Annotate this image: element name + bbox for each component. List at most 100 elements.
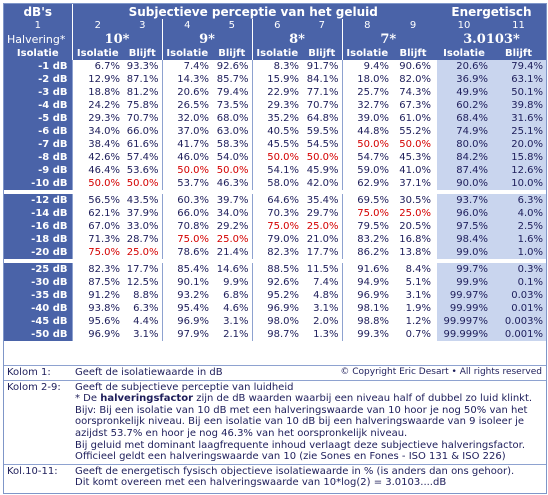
energetic-isolatie-cell: 20.6% xyxy=(437,60,491,73)
blijft-cell: 61.0% xyxy=(392,112,434,125)
isolatie-cell: 62.9% xyxy=(341,177,392,190)
energetic-blijft-cell: 1.0% xyxy=(491,246,546,259)
table-row: -16 dB 67.0% 33.0% 70.8% 29.2% 75.0% 25.0% 79.5… xyxy=(4,220,546,233)
isolatie-cell: 50.0% xyxy=(161,164,212,177)
isolatie-cell: 32.7% xyxy=(341,99,392,112)
blijft-cell: 39.7% xyxy=(212,194,252,207)
blijft-cell: 70.7% xyxy=(123,112,162,125)
blijft-cell: 58.3% xyxy=(212,138,252,151)
blijft-cell: 55.2% xyxy=(392,125,434,138)
isolatie-cell: 44.8% xyxy=(341,125,392,138)
blijft-cell: 64.8% xyxy=(302,112,342,125)
isolation-db-label: -4 dB xyxy=(4,99,72,112)
table-row: -40 dB 93.8% 6.3% 95.4% 4.6% 96.9% 3.1% 98.1% 1.… xyxy=(4,302,546,315)
column-number-5: 5 xyxy=(212,19,252,32)
isolatie-cell: 26.5% xyxy=(161,99,212,112)
isolatie-cell: 83.2% xyxy=(341,233,392,246)
energetic-blijft-cell: 0.01% xyxy=(491,302,546,315)
isolatie-cell: 7.4% xyxy=(161,60,212,73)
blijft-cell: 13.8% xyxy=(392,246,434,259)
energetic-blijft-cell: 0.003% xyxy=(491,315,546,328)
isolatie-cell: 92.6% xyxy=(251,276,302,289)
halvering-value-3: 8* xyxy=(251,32,342,47)
blijft-cell: 93.3% xyxy=(123,60,162,73)
energetic-isolatie-cell: 96.0% xyxy=(437,207,491,220)
table-row: -2 dB 12.9% 87.1% 14.3% 85.7% 15.9% 84.1% 18.0%… xyxy=(4,73,546,86)
column-number-11: 11 xyxy=(491,19,546,32)
blijft-cell: 59.5% xyxy=(302,125,342,138)
halvering-label: Halvering* xyxy=(4,32,72,47)
isolatie-cell: 45.5% xyxy=(251,138,302,151)
isolatie-cell: 41.7% xyxy=(161,138,212,151)
halvering-value-1: 10* xyxy=(71,32,162,47)
isolatie-cell: 78.6% xyxy=(161,246,212,259)
table-row: -10 dB 50.0% 50.0% 53.7% 46.3% 58.0% 42.0% 62.9… xyxy=(4,177,546,190)
isolatie-cell: 8.3% xyxy=(251,60,302,73)
isolatie-cell: 69.5% xyxy=(341,194,392,207)
isolatie-cell: 75.0% xyxy=(71,246,123,259)
energetic-blijft-cell: 31.6% xyxy=(491,112,546,125)
column-number-6: 6 xyxy=(251,19,302,32)
isolatie-cell: 37.0% xyxy=(161,125,212,138)
blijft-cell: 4.4% xyxy=(123,315,162,328)
isolatie-cell: 54.1% xyxy=(251,164,302,177)
column-number-7: 7 xyxy=(302,19,342,32)
isolatie-cell: 95.2% xyxy=(251,289,302,302)
isolatie-cell: 46.0% xyxy=(161,151,212,164)
column-number-3: 3 xyxy=(123,19,162,32)
blijft-cell: 1.9% xyxy=(392,302,434,315)
isolatie-cell: 75.0% xyxy=(251,220,302,233)
isolatie-cell: 93.2% xyxy=(161,289,212,302)
energetic-blijft-cell: 50.1% xyxy=(491,86,546,99)
kolom-2-9-line-6: Bij geluid met dominant laagfrequente in… xyxy=(75,439,526,451)
isolation-db-label: -5 dB xyxy=(4,112,72,125)
table-row: -8 dB 42.6% 57.4% 46.0% 54.0% 50.0% 50.0% 54.7%… xyxy=(4,151,546,164)
blijft-cell: 30.5% xyxy=(392,194,434,207)
column-number-1: 1 xyxy=(4,19,72,32)
blijft-cell: 3.1% xyxy=(123,328,162,341)
energetic-isolatie-cell: 97.5% xyxy=(437,220,491,233)
table-row: -3 dB 18.8% 81.2% 20.6% 79.4% 22.9% 77.1% 25.7%… xyxy=(4,86,546,99)
isolatie-cell: 54.7% xyxy=(341,151,392,164)
energetic-blijft-cell: 63.1% xyxy=(491,73,546,86)
table-row: -30 dB 87.5% 12.5% 90.1% 9.9% 92.6% 7.4% 94.9% 5… xyxy=(4,276,546,289)
isolation-db-label: -35 dB xyxy=(4,289,72,302)
isolatie-cell: 18.8% xyxy=(71,86,123,99)
blijft-cell: 42.0% xyxy=(302,177,342,190)
blijft-cell: 85.7% xyxy=(212,73,252,86)
blijft-subheader: Blijft xyxy=(491,47,546,60)
isolatie-cell: 96.9% xyxy=(71,328,123,341)
energetic-isolatie-cell: 49.9% xyxy=(437,86,491,99)
isolation-db-label: -6 dB xyxy=(4,125,72,138)
blijft-cell: 63.0% xyxy=(212,125,252,138)
kolom-10-11-label: Kol.10-11: xyxy=(7,465,58,477)
blijft-cell: 75.8% xyxy=(123,99,162,112)
isolatie-cell: 50.0% xyxy=(251,151,302,164)
energetic-isolatie-cell: 36.9% xyxy=(437,73,491,86)
kolom-2-9-label: Kolom 2-9: xyxy=(7,381,61,393)
table-row: -12 dB 56.5% 43.5% 60.3% 39.7% 64.6% 35.4% 69.5… xyxy=(4,194,546,207)
isolatie-cell: 64.6% xyxy=(251,194,302,207)
blijft-cell: 21.4% xyxy=(212,246,252,259)
isolatie-cell: 91.2% xyxy=(71,289,123,302)
blijft-cell: 87.1% xyxy=(123,73,162,86)
blijft-cell: 84.1% xyxy=(302,73,342,86)
blijft-cell: 4.6% xyxy=(212,302,252,315)
isolatie-cell: 22.9% xyxy=(251,86,302,99)
isolatie-subheader: Isolatie xyxy=(71,47,123,60)
kolom-2-9-line-5: azijdst 53.7% en hoor je nog 46.3% van h… xyxy=(75,427,408,439)
blijft-cell: 50.0% xyxy=(392,138,434,151)
isolatie-cell: 82.3% xyxy=(71,263,123,276)
isolatie-cell: 29.3% xyxy=(71,112,123,125)
table-row: -5 dB 29.3% 70.7% 32.0% 68.0% 35.2% 64.8% 39.0%… xyxy=(4,112,546,125)
blijft-cell: 9.9% xyxy=(212,276,252,289)
isolation-db-label: -30 dB xyxy=(4,276,72,289)
isolatie-cell: 95.6% xyxy=(71,315,123,328)
kolom-1-text: Geeft de isolatiewaarde in dB xyxy=(75,367,223,378)
column-number-8: 8 xyxy=(341,19,392,32)
isolatie-cell: 88.5% xyxy=(251,263,302,276)
blijft-cell: 68.0% xyxy=(212,112,252,125)
blijft-cell: 8.4% xyxy=(392,263,434,276)
blijft-cell: 16.8% xyxy=(392,233,434,246)
table-row: -35 dB 91.2% 8.8% 93.2% 6.8% 95.2% 4.8% 96.9% 3.… xyxy=(4,289,546,302)
